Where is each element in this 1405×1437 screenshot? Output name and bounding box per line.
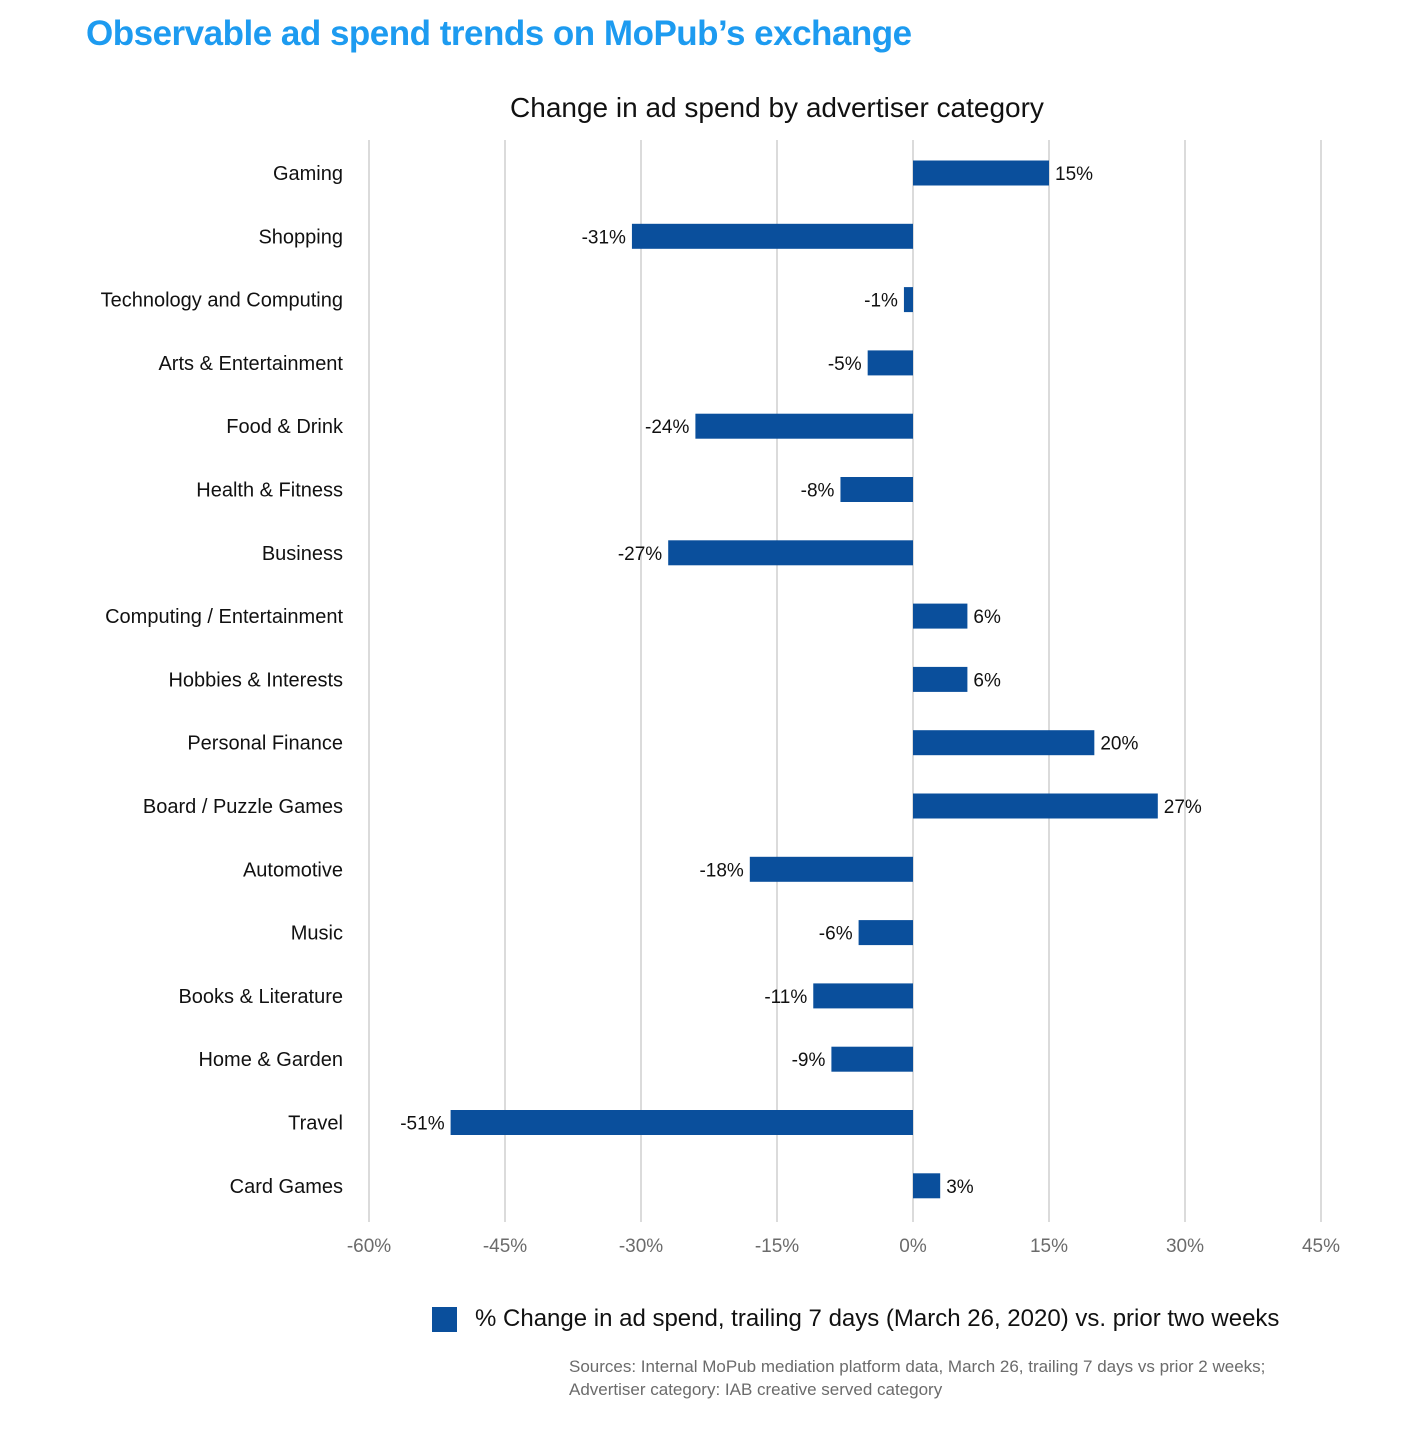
- sources-note: Sources: Internal MoPub mediation platfo…: [569, 1355, 1265, 1401]
- category-label: Music: [291, 923, 343, 945]
- category-label: Food & Drink: [226, 416, 344, 438]
- category-label: Automotive: [243, 859, 343, 881]
- sources-line-1: Sources: Internal MoPub mediation platfo…: [569, 1357, 1266, 1376]
- value-label: -18%: [699, 860, 743, 881]
- x-tick-label: 45%: [1302, 1236, 1340, 1257]
- bar: [831, 1046, 913, 1072]
- bar: [631, 223, 913, 249]
- value-labels: 15% -31% -1% -5% -24% -8% -27% 6% 6% 20% 27% -18% -6…: [400, 164, 1202, 1198]
- category-label: Computing / Entertainment: [105, 606, 343, 628]
- value-label: -5%: [828, 354, 862, 375]
- value-label: 3%: [946, 1177, 974, 1198]
- legend-swatch: [432, 1306, 457, 1332]
- bar: [913, 1173, 941, 1199]
- bar: [867, 350, 913, 376]
- category-label: Business: [262, 543, 343, 565]
- legend-label: % Change in ad spend, trailing 7 days (M…: [475, 1305, 1280, 1332]
- bar: [668, 540, 913, 566]
- value-label: -6%: [819, 924, 853, 945]
- category-label: Travel: [288, 1113, 343, 1135]
- bar: [840, 477, 913, 502]
- sources-line-2: Advertiser category: IAB creative served…: [569, 1380, 943, 1399]
- value-label: -51%: [400, 1114, 444, 1135]
- value-label: 6%: [973, 607, 1001, 628]
- value-label: 27%: [1164, 797, 1202, 818]
- legend: % Change in ad spend, trailing 7 days (M…: [432, 1305, 1279, 1333]
- value-label: -31%: [582, 227, 626, 248]
- category-label: Card Games: [230, 1176, 343, 1198]
- x-tick-label: -60%: [347, 1236, 391, 1257]
- value-label: -1%: [864, 291, 898, 312]
- x-tick-label: -15%: [755, 1236, 799, 1257]
- value-label: 20%: [1100, 734, 1138, 755]
- category-label: Hobbies & Interests: [168, 669, 343, 691]
- bars: [450, 160, 1158, 1199]
- x-tick-label: -45%: [483, 1236, 527, 1257]
- x-tick-label: 15%: [1030, 1236, 1068, 1257]
- bar: [913, 730, 1095, 756]
- category-label: Gaming: [273, 163, 343, 185]
- bar: [858, 920, 913, 946]
- x-tick-label: 30%: [1166, 1236, 1204, 1257]
- value-label: -11%: [764, 987, 807, 1008]
- bar: [913, 666, 968, 692]
- category-label: Arts & Entertainment: [158, 353, 343, 375]
- category-labels: Gaming Shopping Technology and Computing Ar…: [101, 163, 344, 1198]
- bar: [913, 160, 1049, 186]
- bar: [695, 413, 913, 439]
- grid-lines: [368, 140, 1322, 1222]
- bar-chart: Change in ad spend by advertiser categor…: [101, 92, 1341, 1257]
- bar: [913, 793, 1158, 819]
- x-axis-tick-labels: -60% -45% -30% -15% 0% 15% 30% 45%: [347, 1236, 1340, 1257]
- value-label: -9%: [792, 1050, 826, 1071]
- bar: [450, 1110, 913, 1135]
- category-label: Personal Finance: [187, 733, 343, 755]
- category-label: Technology and Computing: [101, 290, 343, 312]
- bar: [903, 287, 913, 313]
- category-label: Books & Literature: [178, 986, 343, 1008]
- value-label: -24%: [645, 417, 689, 438]
- value-label: -8%: [801, 481, 835, 502]
- bar: [813, 983, 913, 1009]
- x-tick-label: 0%: [899, 1236, 927, 1257]
- chart-title: Change in ad spend by advertiser categor…: [510, 92, 1044, 123]
- value-label: 6%: [973, 670, 1001, 691]
- bar: [749, 856, 913, 882]
- page-title: Observable ad spend trends on MoPub’s ex…: [86, 14, 912, 53]
- value-label: -27%: [618, 544, 662, 565]
- value-label: 15%: [1055, 164, 1093, 185]
- category-label: Shopping: [258, 226, 343, 248]
- category-label: Health & Fitness: [196, 480, 343, 502]
- x-tick-label: -30%: [619, 1236, 663, 1257]
- category-label: Home & Garden: [198, 1049, 343, 1071]
- bar: [913, 603, 968, 629]
- category-label: Board / Puzzle Games: [143, 796, 343, 818]
